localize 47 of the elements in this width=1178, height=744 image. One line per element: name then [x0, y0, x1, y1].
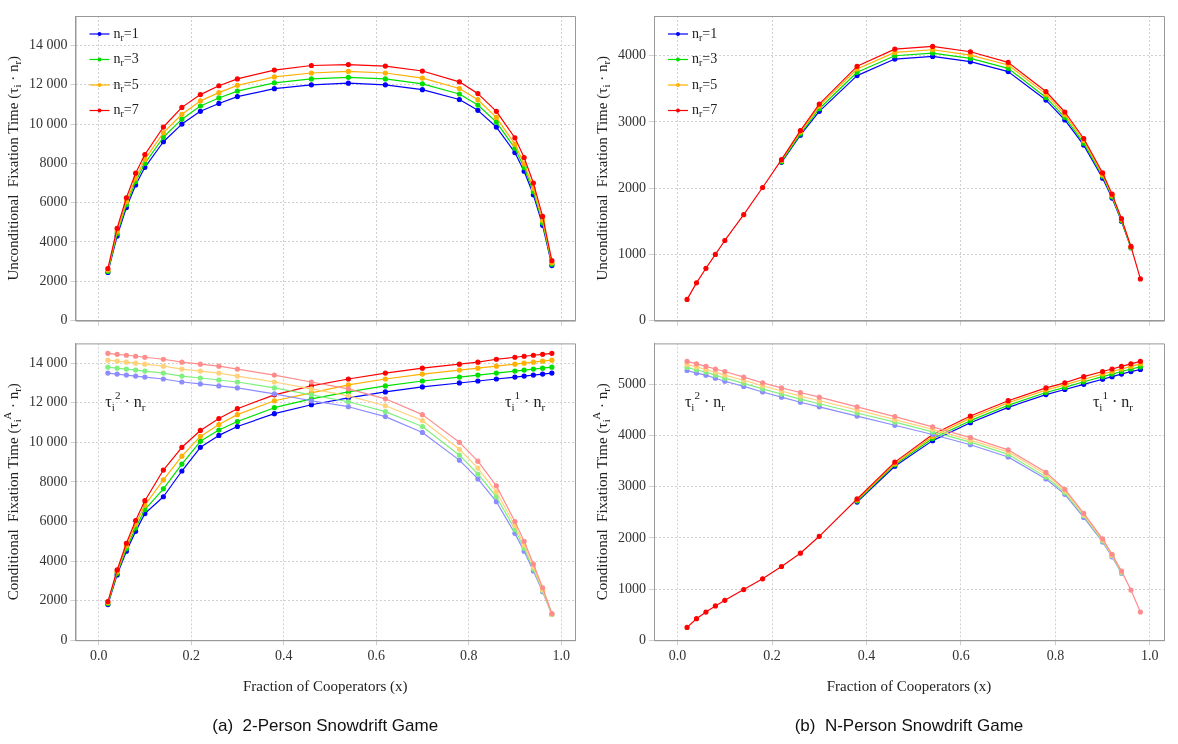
y-tick-label: 8000	[39, 473, 68, 489]
y-tick-label: 2000	[39, 592, 68, 608]
y-tick-label: 2000	[618, 529, 646, 545]
y-tick-label: 4000	[39, 233, 68, 249]
x-tick-label: 0.8	[1046, 648, 1065, 664]
x-tick-label: 0.6	[367, 648, 385, 664]
y-tick-label: 14 000	[29, 354, 68, 370]
x-tick-label: 0.0	[89, 648, 108, 664]
x-tick-label: 0.2	[182, 648, 200, 664]
y-tick-label: 2000	[618, 179, 646, 195]
y-axis-title: Conditional Fixation Time (τiA · nr)	[1, 383, 24, 601]
y-tick-label: 3000	[618, 113, 646, 129]
y-tick-label: 6000	[39, 513, 68, 529]
x-tick-label: 0.2	[763, 648, 781, 664]
y-tick-label: 10 000	[29, 115, 68, 131]
y-tick-label: 14 000	[29, 37, 68, 53]
text: (b) N-Person Snowdrift Game	[794, 715, 1024, 735]
y-tick-label: 12 000	[29, 76, 68, 92]
x-tick-label: 0.0	[668, 648, 687, 664]
x-tick-label: 0.6	[952, 648, 970, 664]
text: (a) 2-Person Snowdrift Game	[212, 715, 439, 735]
y-tick-label: 4000	[39, 552, 68, 568]
y-tick-label: 0	[639, 631, 646, 647]
y-tick-label: 1000	[618, 246, 646, 262]
x-axis-title: Fraction of Cooperators (x)	[826, 677, 992, 695]
x-axis-title: Fraction of Cooperators (x)	[242, 677, 408, 695]
x-tick-label: 0.8	[459, 648, 478, 664]
y-tick-label: 0	[60, 312, 68, 328]
y-tick-label: 8000	[39, 155, 68, 171]
x-tick-label: 1.0	[552, 648, 570, 664]
x-tick-label: 0.4	[857, 648, 876, 664]
y-tick-label: 4000	[618, 47, 646, 63]
y-tick-label: 3000	[618, 478, 646, 494]
x-tick-label: 0.4	[274, 648, 293, 664]
y-axis-title: Conditional Fixation Time (τiA · nr)	[590, 383, 613, 601]
y-tick-label: 0	[639, 312, 646, 328]
y-tick-label: 1000	[618, 580, 646, 596]
y-tick-label: 6000	[39, 194, 68, 210]
y-tick-label: 4000	[618, 427, 646, 443]
x-tick-label: 1.0	[1141, 648, 1159, 664]
y-axis-title: Unconditional Fixation Time (τi · nr)	[593, 56, 613, 281]
y-tick-label: 5000	[618, 376, 646, 392]
y-tick-label: 10 000	[29, 434, 68, 450]
y-tick-label: 12 000	[29, 394, 68, 410]
y-axis-title: Unconditional Fixation Time (τi · nr)	[4, 56, 24, 281]
y-tick-label: 2000	[39, 272, 68, 288]
y-tick-label: 0	[60, 631, 68, 647]
